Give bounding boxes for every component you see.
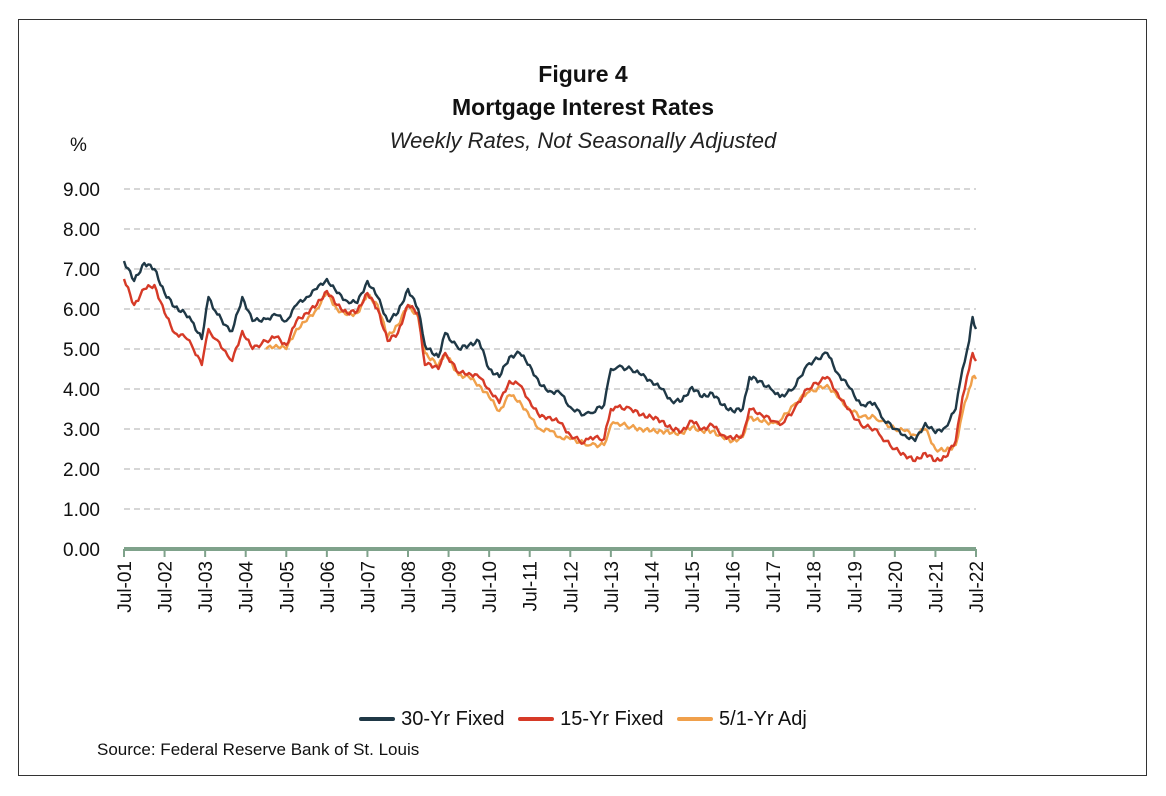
x-axis: Jul-01 Jul-02 Jul-03 Jul-04 Jul-05 Jul-06 Jul-…: [115, 547, 988, 613]
x-tick-label: Jul-03: [196, 561, 217, 613]
gridlines: [124, 188, 976, 510]
y-tick-label: 4.00: [63, 380, 100, 401]
x-tick-label: Jul-06: [318, 561, 339, 613]
x-tick-label: Jul-08: [399, 561, 420, 613]
y-axis-unit: %: [70, 135, 87, 156]
legend-item-arm: 5/1-Yr Adj: [677, 708, 807, 731]
legend-item-15yr: 15-Yr Fixed: [518, 708, 663, 731]
x-tick-label: Jul-04: [237, 561, 258, 613]
x-tick-label: Jul-20: [886, 561, 907, 613]
x-tick-label: Jul-15: [683, 561, 704, 613]
y-tick-label: 6.00: [63, 300, 100, 321]
x-tick-label: Jul-17: [764, 561, 785, 613]
y-tick-label: 2.00: [63, 460, 100, 481]
x-tick-label: Jul-16: [724, 561, 745, 613]
legend-swatch-arm: [677, 717, 714, 721]
x-tick-label: Jul-21: [926, 561, 947, 613]
y-tick-label: 5.00: [63, 340, 100, 361]
x-tick-label: Jul-13: [602, 561, 623, 613]
legend-swatch-30yr: [359, 717, 396, 721]
chart-title: Mortgage Interest Rates: [451, 94, 714, 120]
legend-label-15yr: 15-Yr Fixed: [560, 707, 664, 730]
x-tick-label: Jul-18: [805, 561, 826, 613]
x-tick-label: Jul-14: [642, 561, 663, 613]
y-tick-label: 7.00: [63, 260, 100, 281]
figure-number: Figure 4: [538, 61, 628, 87]
legend-label-arm: 5/1-Yr Adj: [719, 707, 807, 730]
x-tick-label: Jul-10: [480, 561, 501, 613]
chart-subtitle: Weekly Rates, Not Seasonally Adjusted: [389, 128, 777, 153]
x-tick-label: Jul-11: [521, 561, 542, 611]
y-axis-ticks: 0.00 1.00 2.00 3.00 4.00 5.00 6.00 7.00 8.00 9.00: [63, 180, 100, 561]
x-tick-label: Jul-12: [561, 561, 582, 613]
legend-label-30yr: 30-Yr Fixed: [401, 707, 505, 730]
series-line-30yr: [122, 260, 978, 443]
series-lines: [122, 260, 978, 463]
legend-item-30yr: 30-Yr Fixed: [359, 707, 505, 731]
figure-frame: [18, 19, 1147, 776]
y-tick-label: 0.00: [63, 540, 100, 561]
x-tick-label: Jul-01: [115, 561, 136, 613]
legend-swatch-15yr: [518, 717, 555, 721]
source-note: Source: Federal Reserve Bank of St. Loui…: [97, 740, 420, 759]
legend: 30-Yr Fixed 15-Yr Fixed 5/1-Yr Adj: [0, 704, 1166, 731]
y-tick-label: 9.00: [63, 180, 100, 201]
y-tick-label: 8.00: [63, 220, 100, 241]
x-tick-label: Jul-07: [358, 561, 379, 613]
series-line-15yr: [122, 278, 978, 463]
x-tick-label: Jul-22: [967, 561, 988, 613]
x-tick-label: Jul-09: [440, 561, 461, 613]
y-tick-label: 3.00: [63, 420, 100, 441]
y-tick-label: 1.00: [63, 500, 100, 521]
x-tick-label: Jul-05: [277, 561, 298, 613]
x-tick-label: Jul-19: [845, 561, 866, 613]
title-block: Figure 4 Mortgage Interest Rates Weekly …: [0, 58, 1166, 157]
x-tick-label: Jul-02: [156, 561, 177, 613]
